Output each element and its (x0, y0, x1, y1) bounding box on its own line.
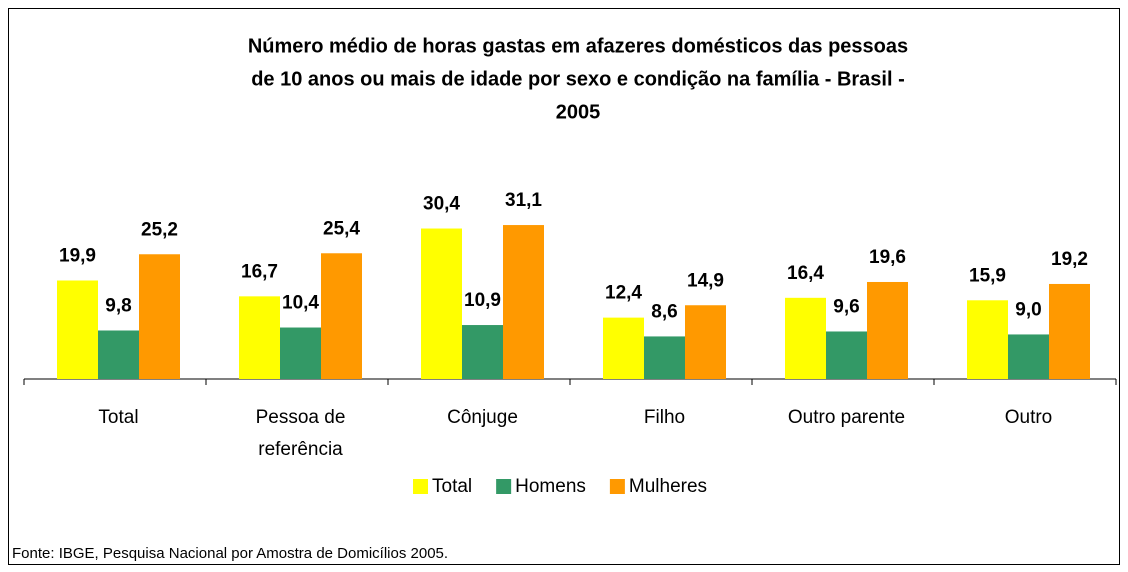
bar (1008, 334, 1049, 379)
x-tick-label: Outro parente (787, 407, 906, 428)
data-label: 16,7 (241, 261, 278, 282)
bar (462, 325, 503, 379)
bar (239, 296, 280, 379)
bar (98, 330, 139, 379)
bar (139, 254, 180, 379)
data-label: 25,4 (323, 218, 360, 239)
bar (321, 253, 362, 379)
bar (785, 297, 826, 379)
legend-label: Total (432, 476, 472, 497)
x-tick-label: Filho (643, 407, 686, 428)
chart-title: de 10 anos ou mais de idade por sexo e c… (251, 68, 905, 90)
data-label: 12,4 (605, 283, 642, 304)
data-label: 25,2 (141, 219, 178, 240)
legend-label: Homens (515, 476, 586, 497)
data-label: 19,2 (1051, 249, 1088, 270)
data-label: 10,4 (282, 293, 319, 314)
chart-title: 2005 (556, 101, 601, 123)
legend-label: Mulheres (629, 476, 707, 497)
data-label: 9,0 (1015, 299, 1041, 320)
legend-swatch (496, 479, 512, 494)
data-label: 19,6 (869, 247, 906, 268)
data-label: 16,4 (787, 263, 824, 284)
legend-swatch (609, 479, 625, 494)
source-note: Fonte: IBGE, Pesquisa Nacional por Amost… (12, 545, 448, 562)
data-label: 15,9 (969, 265, 1006, 286)
bar (57, 280, 98, 379)
x-tick-label: Total (98, 407, 139, 428)
data-label: 8,6 (651, 301, 677, 322)
bar (1049, 283, 1090, 379)
data-label: 19,9 (59, 246, 96, 267)
data-label: 10,9 (464, 290, 501, 311)
data-label: 14,9 (687, 270, 724, 291)
data-label: 31,1 (505, 190, 542, 211)
bar (867, 281, 908, 379)
bar (421, 228, 462, 379)
data-label: 9,6 (833, 296, 859, 317)
bar (603, 317, 644, 379)
chart-frame (8, 8, 1120, 565)
bar (503, 225, 544, 379)
bar (644, 336, 685, 379)
bar (826, 331, 867, 379)
data-label: 9,8 (105, 296, 131, 317)
data-label: 30,4 (423, 194, 460, 215)
bar (280, 327, 321, 379)
x-tick-label: Outro (1004, 407, 1053, 428)
chart-title: Número médio de horas gastas em afazeres… (248, 35, 908, 57)
x-tick-label: Cônjuge (447, 407, 518, 428)
legend-swatch (413, 479, 428, 494)
bar (967, 300, 1008, 379)
bar (685, 305, 726, 379)
x-tick-label: Pessoa de referência (255, 407, 346, 460)
